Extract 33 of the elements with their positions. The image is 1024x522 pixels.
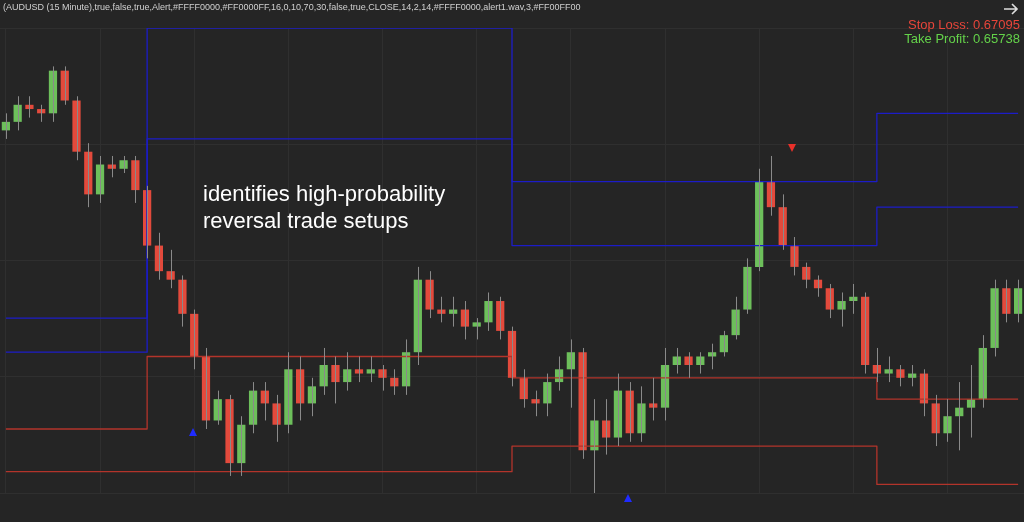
candlestick (896, 364, 905, 387)
candlestick (178, 274, 187, 328)
candlestick (837, 292, 846, 328)
chart-title: (AUDUSD (15 Minute),true,false,true,Alert,#FFFF0000,#FF0000FF,16,0,10,70,30,false,true,CLOSE,14,2,14,#FFFF0000,alert1.wav,3,#FF00FF00 (3, 2, 581, 12)
candlestick (472, 317, 481, 340)
candlestick (272, 394, 281, 443)
candlestick (366, 355, 375, 383)
candlestick (637, 385, 646, 443)
text: Take Profit: 0.65738 (904, 31, 1020, 46)
annotation: identifies high-probability reversal trade setups (203, 180, 447, 234)
candlestick (790, 236, 799, 276)
candlestick (649, 377, 658, 421)
candlestick (590, 398, 599, 494)
candlestick (425, 270, 434, 319)
candlestick (884, 355, 893, 383)
candlestick (331, 355, 340, 404)
candlestick (743, 257, 752, 315)
candlestick (378, 364, 387, 392)
candlestick (943, 398, 952, 443)
candlestick (696, 351, 705, 375)
text: Stop Loss: 0.67095 (907, 17, 1020, 32)
candlestick (225, 394, 234, 477)
candlestick (484, 292, 493, 332)
candlestick (684, 351, 693, 379)
candlestick (72, 95, 81, 161)
candlestick (119, 155, 128, 174)
candlestick (872, 347, 881, 383)
candlestick (672, 347, 681, 375)
candlestick (166, 249, 175, 289)
candlestick (531, 390, 540, 417)
candlestick (354, 355, 364, 383)
candlestick (25, 95, 34, 119)
candlestick (990, 279, 999, 357)
